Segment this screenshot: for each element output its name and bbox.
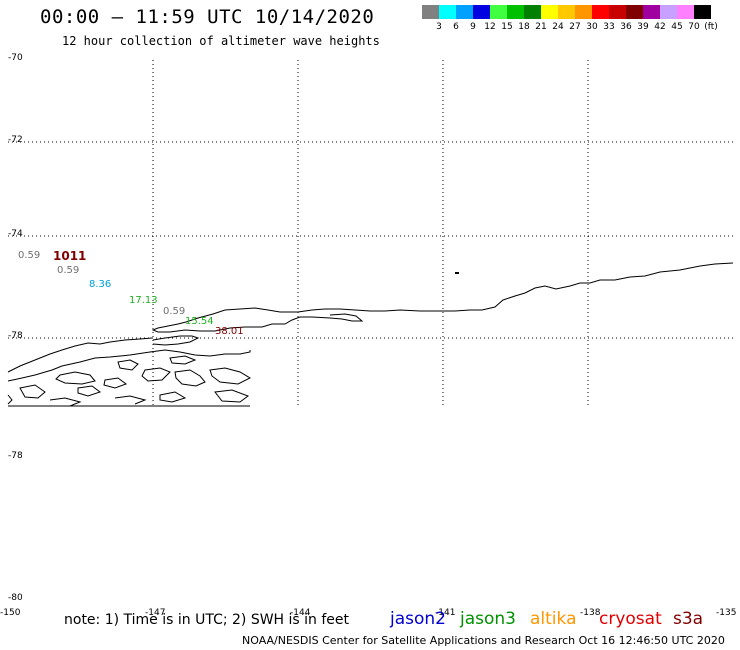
satellite-legend-jason3: jason3 bbox=[460, 609, 516, 629]
color-scale-swatch bbox=[643, 5, 660, 19]
map-subtitle: 12 hour collection of altimeter wave hei… bbox=[62, 34, 380, 48]
lat-label: -70 bbox=[8, 53, 23, 63]
credit-line: NOAA/NESDIS Center for Satellite Applica… bbox=[242, 634, 725, 647]
coast-segment-5 bbox=[141, 367, 171, 382]
satellite-legend-cryosat: cryosat bbox=[599, 609, 662, 629]
color-scale-label: 9 bbox=[470, 22, 476, 32]
color-scale-label: 15 bbox=[501, 22, 513, 32]
coast-segment-7 bbox=[19, 384, 46, 399]
coast-segment-11 bbox=[7, 394, 13, 405]
map-title: 00:00 – 11:59 UTC 10/14/2020 bbox=[40, 6, 375, 28]
coast-segment-12 bbox=[49, 397, 82, 407]
color-scale-label: 42 bbox=[654, 22, 666, 32]
coast-segment-1 bbox=[152, 335, 200, 346]
satellite-legend-altika: altika bbox=[530, 609, 577, 629]
coast-segment-15 bbox=[214, 389, 250, 403]
color-scale-swatch bbox=[694, 5, 711, 19]
color-scale-swatch bbox=[490, 5, 507, 19]
footer-note: note: 1) Time is in UTC; 2) SWH is in fe… bbox=[64, 612, 350, 628]
color-scale-label: (ft) bbox=[704, 22, 718, 32]
wave-observation: 17.13 bbox=[129, 295, 158, 306]
color-scale-swatch bbox=[592, 5, 609, 19]
lat-label: -78 bbox=[8, 331, 23, 341]
lon-label: -135 bbox=[716, 608, 737, 618]
color-scale-label: 33 bbox=[603, 22, 615, 32]
coast-segment-10 bbox=[209, 367, 252, 385]
color-scale-label: 24 bbox=[552, 22, 564, 32]
coast-segment-17 bbox=[169, 355, 197, 365]
color-scale-label: 45 bbox=[671, 22, 683, 32]
color-scale-label: 70 bbox=[688, 22, 700, 32]
color-scale-label: 6 bbox=[453, 22, 459, 32]
lon-label: -147 bbox=[145, 608, 166, 618]
wave-height-color-scale bbox=[422, 5, 711, 19]
lat-label: -78 bbox=[8, 451, 23, 461]
color-scale-swatch bbox=[660, 5, 677, 19]
coastline bbox=[7, 262, 734, 407]
coast-segment-18 bbox=[77, 385, 102, 397]
wave-observation: 38.01 bbox=[215, 326, 244, 337]
color-scale-label: 36 bbox=[620, 22, 632, 32]
satellite-legend-s3a: s3a bbox=[673, 609, 704, 629]
color-scale-label: 21 bbox=[535, 22, 547, 32]
lon-label: -138 bbox=[580, 608, 601, 618]
lat-label: -72 bbox=[8, 135, 23, 145]
color-scale-swatch bbox=[626, 5, 643, 19]
coast-segment-8 bbox=[103, 377, 128, 389]
map-gridlines bbox=[8, 60, 733, 406]
coast-segment-3 bbox=[7, 349, 251, 382]
lat-label: -80 bbox=[8, 593, 23, 603]
wave-observation: 0.59 bbox=[18, 250, 41, 261]
color-scale-labels: 3 6 9 12 15 18 21 24 27 30 33 36 39 42 45 70 (ft) bbox=[422, 22, 740, 34]
color-scale-swatch bbox=[524, 5, 541, 19]
color-scale-swatch bbox=[473, 5, 490, 19]
color-scale-swatch bbox=[558, 5, 575, 19]
color-scale-label: 27 bbox=[569, 22, 581, 32]
wave-observation: 1011 bbox=[53, 249, 87, 263]
lon-label: -144 bbox=[290, 608, 311, 618]
color-scale-label: 3 bbox=[436, 22, 442, 32]
lat-label: -74 bbox=[8, 229, 23, 239]
coast-segment-2 bbox=[7, 337, 153, 373]
wave-observation: 0.59 bbox=[57, 265, 80, 276]
color-scale-label: 30 bbox=[586, 22, 598, 32]
lon-label: -141 bbox=[435, 608, 456, 618]
coast-segment-14 bbox=[159, 391, 187, 403]
color-scale-label: 12 bbox=[484, 22, 496, 32]
color-scale-label: 18 bbox=[518, 22, 530, 32]
color-scale-swatch bbox=[541, 5, 558, 19]
color-scale-label: 39 bbox=[637, 22, 649, 32]
color-scale-swatch bbox=[507, 5, 524, 19]
coast-segment-13 bbox=[114, 395, 147, 405]
coast-segment-4 bbox=[117, 359, 139, 371]
coast-segment-6 bbox=[55, 371, 96, 385]
color-scale-swatch bbox=[609, 5, 626, 19]
wave-observation: 0.59 bbox=[163, 306, 186, 317]
satellite-legend-jason2: jason2 bbox=[390, 609, 446, 629]
wave-observation: 15.54 bbox=[185, 316, 214, 327]
coast-segment-9 bbox=[174, 369, 206, 387]
color-scale-swatch bbox=[456, 5, 473, 19]
lon-label: -150 bbox=[0, 608, 21, 618]
color-scale-swatch bbox=[677, 5, 694, 19]
small-island bbox=[455, 272, 459, 274]
color-scale-swatch bbox=[575, 5, 592, 19]
color-scale-swatch bbox=[422, 5, 439, 19]
color-scale-swatch bbox=[439, 5, 456, 19]
ice-shelf-edge bbox=[151, 262, 734, 333]
wave-observation: 8.36 bbox=[89, 279, 112, 290]
